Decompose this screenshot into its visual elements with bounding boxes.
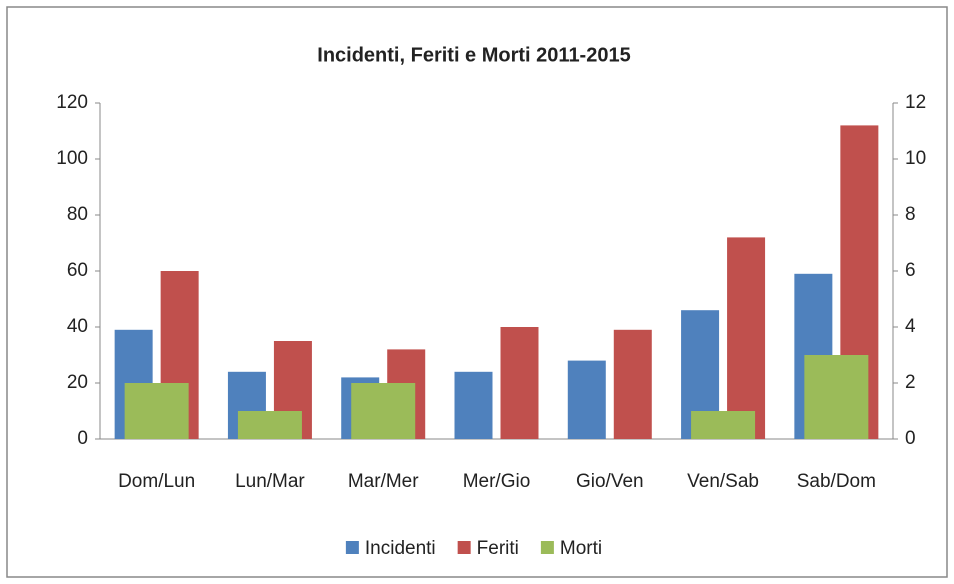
bar: [454, 371, 493, 439]
bar: [804, 355, 869, 439]
legend-swatch: [540, 541, 554, 554]
y2-tick-label: 0: [905, 428, 916, 449]
bar: [567, 360, 606, 439]
bar: [500, 327, 539, 439]
bar: [351, 383, 416, 439]
x-tick-label: Gio/Ven: [576, 471, 644, 492]
chart-title: Incidenti, Feriti e Morti 2011-2015: [317, 44, 630, 66]
x-tick-label: Dom/Lun: [118, 471, 195, 492]
legend-swatch: [345, 541, 359, 554]
legend-label: Incidenti: [365, 538, 436, 559]
bar: [124, 383, 189, 439]
legend-label: Feriti: [477, 538, 519, 559]
legend-label: Morti: [560, 538, 602, 559]
y2-tick-label: 10: [905, 148, 926, 169]
bar: [727, 237, 766, 439]
x-tick-label: Sab/Dom: [797, 471, 876, 492]
x-tick-label: Lun/Mar: [235, 471, 305, 492]
y2-tick-label: 4: [905, 316, 916, 337]
y2-tick-label: 6: [905, 260, 916, 281]
x-tick-label: Mer/Gio: [463, 471, 531, 492]
y-tick-label: 60: [67, 260, 88, 281]
y-tick-label: 40: [67, 316, 88, 337]
bar: [237, 411, 302, 439]
y-tick-label: 80: [67, 204, 88, 225]
y-tick-label: 20: [67, 372, 88, 393]
y-tick-label: 0: [77, 428, 88, 449]
x-tick-label: Ven/Sab: [687, 471, 759, 492]
bar: [613, 329, 652, 439]
x-tick-label: Mar/Mer: [348, 471, 419, 492]
y-tick-label: 120: [56, 92, 88, 113]
legend-swatch: [457, 541, 471, 554]
y2-tick-label: 12: [905, 92, 926, 113]
y2-tick-label: 8: [905, 204, 916, 225]
bar: [691, 411, 756, 439]
y2-tick-label: 2: [905, 372, 916, 393]
y-tick-label: 100: [56, 148, 88, 169]
